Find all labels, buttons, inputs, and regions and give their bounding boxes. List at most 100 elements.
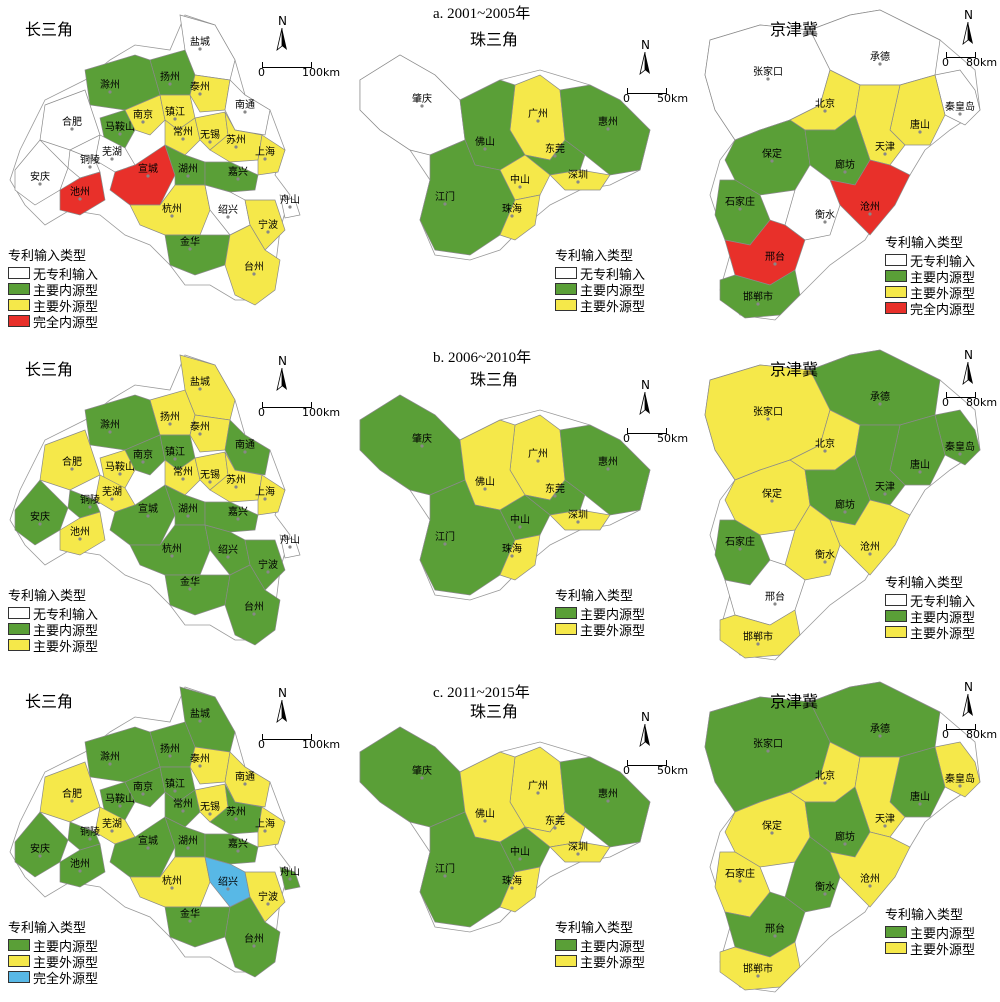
scale-bar-line <box>262 402 312 408</box>
city-label: 珠海 <box>502 874 522 887</box>
legend-title: 专利输入类型 <box>555 249 634 264</box>
city-area-11 <box>209 783 263 835</box>
period-title-b: b. 2006~2010年 <box>433 350 532 366</box>
city-label: 扬州 <box>160 70 180 83</box>
city-label: 衡水 <box>815 881 835 893</box>
legend-title: 专利输入类型 <box>8 249 87 264</box>
city-dot <box>883 492 887 496</box>
city-label: 常州 <box>173 465 193 478</box>
scale-bar-line <box>627 88 667 94</box>
city-label: 金华 <box>180 575 200 588</box>
city-label: 上海 <box>255 145 275 158</box>
city-label: 宁波 <box>258 558 278 571</box>
legend-swatch <box>8 267 30 279</box>
city-dot <box>234 485 238 489</box>
city-label: 安庆 <box>30 510 50 523</box>
city-area-11 <box>209 451 263 503</box>
legend-swatch <box>8 607 30 619</box>
city-label: 南通 <box>235 770 255 783</box>
city-label: 滁州 <box>100 418 120 431</box>
legend-item-internal: 主要内源型 <box>555 937 645 955</box>
legend-label: 主要外源型 <box>33 955 99 971</box>
city-dot <box>420 444 424 448</box>
map-panel-yrd-b: 盐城 扬州 泰州 滁州 南通 合肥 马鞍山 南京 镇江 常州 无锡 苏州 芜湖 铜陵 上海 安庆 池州 宣城 湖州 嘉… <box>0 340 340 670</box>
legend-swatch <box>885 302 907 314</box>
legend: 专利输入类型 无专利输入 主要内源型 主要外源型 完全内源型 <box>885 232 975 318</box>
city-dot <box>518 525 522 529</box>
city-dot <box>170 214 174 218</box>
city-label: 池州 <box>70 185 90 198</box>
legend-label: 无专利输入 <box>580 267 646 283</box>
city-area-0 <box>359 394 466 496</box>
city-label: 南京 <box>133 108 153 121</box>
legend-swatch <box>885 926 907 938</box>
city-dot <box>756 302 760 306</box>
city-area-6 <box>549 169 611 191</box>
region-title: 珠三角 <box>470 370 519 389</box>
city-dot <box>198 432 202 436</box>
legend-swatch <box>885 594 907 606</box>
city-dot <box>553 494 557 498</box>
legend-item-external: 主要外源型 <box>885 940 976 958</box>
city-label: 合肥 <box>62 787 82 800</box>
city-dot <box>198 719 202 723</box>
city-label: 深圳 <box>568 841 588 853</box>
city-dot <box>770 831 774 835</box>
city-dot <box>443 542 447 546</box>
city-label: 无锡 <box>200 468 220 481</box>
city-label: 杭州 <box>162 202 182 215</box>
legend-item-internal: 主要内源型 <box>8 621 98 639</box>
city-dot <box>146 174 150 178</box>
city-dot <box>266 230 270 234</box>
city-dot <box>186 174 190 178</box>
legend-item-full_external: 完全外源型 <box>8 969 98 987</box>
scale-label-end: 100km <box>302 738 341 751</box>
city-dot <box>420 104 424 108</box>
city-dot <box>266 902 270 906</box>
city-dot <box>234 145 238 149</box>
city-dot <box>78 537 82 541</box>
scale-label-start: 0 <box>258 738 265 751</box>
city-dot <box>518 857 522 861</box>
city-label: 无锡 <box>200 128 220 141</box>
city-label: 秦皇岛 <box>945 440 975 453</box>
city-area-12 <box>719 941 801 991</box>
city-dot <box>878 62 882 66</box>
city-dot <box>738 207 742 211</box>
scale-label-start: 0 <box>942 56 949 69</box>
city-label: 扬州 <box>160 410 180 423</box>
legend-label: 主要外源型 <box>910 942 976 958</box>
city-dot <box>252 944 256 948</box>
city-label: 台州 <box>244 932 264 945</box>
city-label: 邯郸市 <box>743 962 773 975</box>
region-title: 长三角 <box>25 360 74 379</box>
city-area-17 <box>109 816 176 878</box>
city-label: 珠海 <box>502 542 522 555</box>
city-dot <box>823 560 827 564</box>
city-label: 广州 <box>528 448 548 460</box>
city-area-8 <box>499 866 541 913</box>
city-dot <box>108 90 112 94</box>
city-dot <box>141 792 145 796</box>
city-dot <box>198 387 202 391</box>
city-dot <box>181 137 185 141</box>
city-label: 廊坊 <box>835 830 855 843</box>
city-area-4 <box>224 79 271 136</box>
city-label: 邢台 <box>765 590 785 603</box>
legend-label: 主要外源型 <box>580 623 646 639</box>
city-label: 邯郸市 <box>743 630 773 643</box>
city-dot <box>773 602 777 606</box>
period-title-c: c. 2011~2015年 <box>433 685 530 701</box>
city-dot <box>823 449 827 453</box>
city-label: 宣城 <box>138 502 158 515</box>
region-title: 珠三角 <box>470 30 519 49</box>
period-title-a: a. 2001~2005年 <box>433 6 531 22</box>
legend-swatch <box>555 299 577 311</box>
scale-bar-line <box>946 52 976 58</box>
city-label: 承德 <box>870 390 890 403</box>
city-label: 宁波 <box>258 890 278 903</box>
legend-label: 主要内源型 <box>33 283 99 299</box>
city-label: 秦皇岛 <box>945 100 975 113</box>
city-label: 肇庆 <box>412 92 432 105</box>
